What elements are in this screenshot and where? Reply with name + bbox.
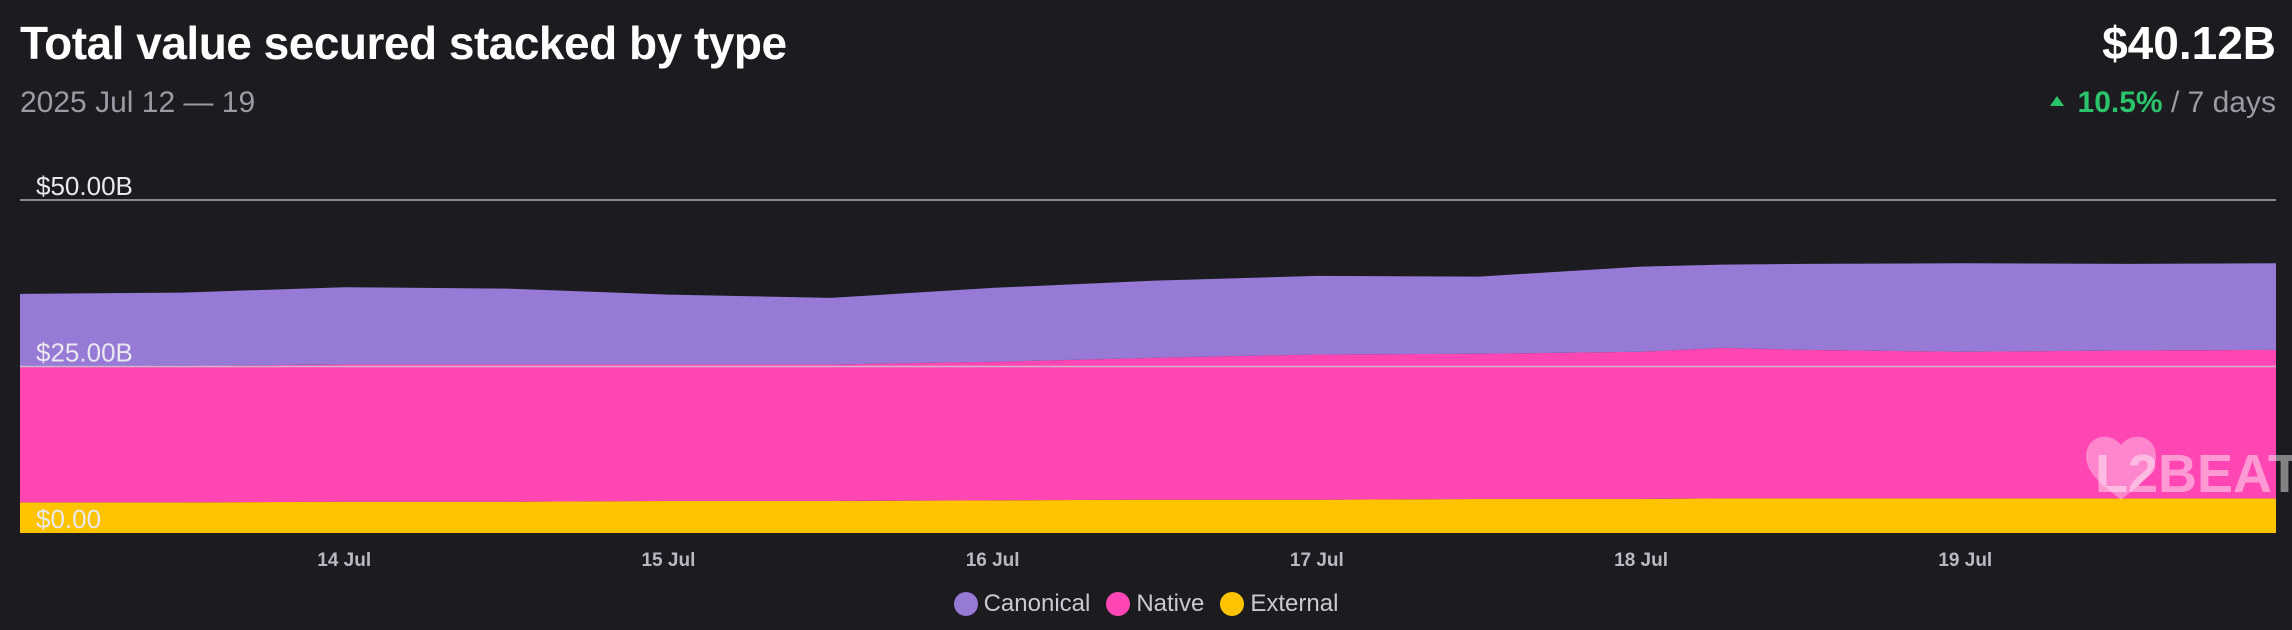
arrow-up-icon	[2049, 96, 2064, 106]
x-tick-label: 19 Jul	[1938, 550, 1992, 571]
stacked-area-chart[interactable]: L2BEAT $0.00 $25.00B $50.00B 14 Jul 15 Jul 1…	[0, 0, 2292, 580]
legend-item-canonical[interactable]: Canonical	[953, 590, 1091, 618]
change-indicator: 10.5% / 7 days	[2049, 86, 2276, 120]
chart-title: Total value secured stacked by type	[20, 17, 787, 69]
legend-item-native[interactable]: Native	[1106, 590, 1204, 618]
x-tick-label: 18 Jul	[1614, 550, 1668, 571]
total-value: $40.12B	[2102, 17, 2276, 69]
x-tick-label: 15 Jul	[641, 550, 695, 571]
area-canonical	[20, 263, 2276, 367]
date-range: 2025 Jul 12 — 19	[20, 86, 256, 119]
y-tick-label: $0.00	[36, 504, 101, 534]
change-value: 10.5%	[2077, 86, 2163, 119]
change-period: / 7 days	[2170, 86, 2276, 119]
x-tick-label: 17 Jul	[1290, 550, 1344, 571]
legend-item-external[interactable]: External	[1220, 590, 1338, 618]
legend-swatch	[953, 592, 978, 616]
legend-label: Native	[1136, 590, 1205, 617]
x-tick-label: 16 Jul	[966, 550, 1020, 571]
chart-legend: Canonical Native External	[0, 590, 2292, 618]
l2beat-logo: L2BEAT	[2085, 436, 2292, 504]
legend-swatch	[1106, 592, 1131, 616]
area-external	[20, 498, 2276, 533]
x-tick-label: 14 Jul	[317, 550, 371, 571]
area-native	[20, 347, 2276, 503]
heart-icon	[2085, 436, 2157, 500]
y-tick-label: $50.00B	[36, 171, 133, 201]
watermark-text: L2BEAT	[2095, 444, 2292, 504]
legend-label: Canonical	[983, 590, 1091, 617]
legend-label: External	[1250, 590, 1339, 617]
legend-swatch	[1220, 592, 1245, 616]
y-tick-label: $25.00B	[36, 338, 133, 368]
